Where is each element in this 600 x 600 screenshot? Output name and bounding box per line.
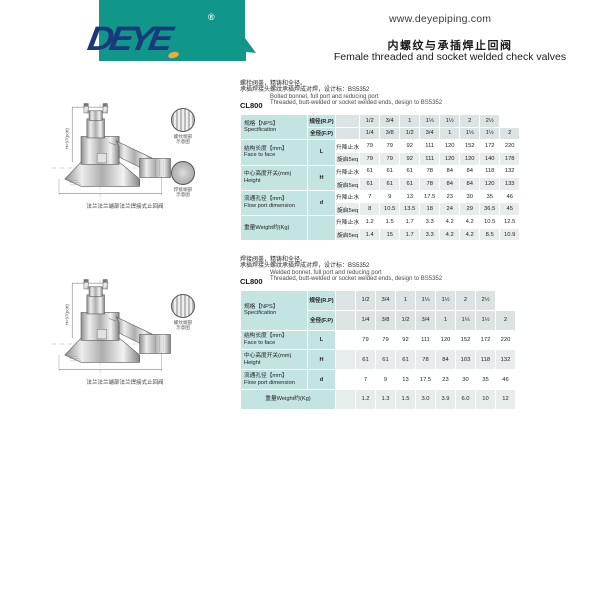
svg-text:H=97(port): H=97(port) <box>65 128 70 150</box>
svg-text:H=97(port): H=97(port) <box>65 304 70 326</box>
